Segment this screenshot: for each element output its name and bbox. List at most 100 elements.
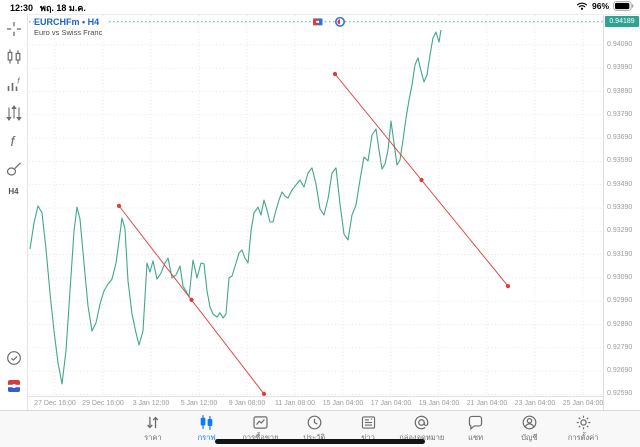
sidebar-item-chart-type[interactable] xyxy=(4,47,24,67)
time-tick-label: 27 Dec 16:00 xyxy=(34,400,76,407)
time-tick-label: 29 Dec 16:00 xyxy=(82,400,124,407)
trendline-2[interactable] xyxy=(332,71,511,289)
price-tick-label: 0.93090 xyxy=(607,273,633,281)
shape-icon xyxy=(6,162,21,176)
function-icon: f xyxy=(10,133,16,149)
trendline-handle[interactable] xyxy=(261,391,267,396)
price-tick-label: 0.93190 xyxy=(607,250,633,258)
updown-arrows-icon xyxy=(143,413,162,432)
trendline-handle[interactable] xyxy=(505,284,511,289)
news-icon xyxy=(359,413,378,432)
grid-lines xyxy=(29,15,603,396)
tab-label: บัญชี xyxy=(521,433,538,442)
tab-label: กล่องจดหมาย xyxy=(399,433,445,442)
calendar-flag-icon xyxy=(7,380,20,392)
price-tick-label: 0.93690 xyxy=(607,134,633,142)
sidebar-item-trading-status[interactable] xyxy=(4,348,24,368)
sidebar-item-shapes[interactable] xyxy=(4,159,24,179)
price-tick-label: 0.92790 xyxy=(607,343,633,351)
sidebar-top: f f H4 xyxy=(4,19,24,204)
symbol-title: EURCHFm • H4 xyxy=(34,17,100,27)
history-icon xyxy=(305,413,324,432)
svg-text:f: f xyxy=(17,77,20,86)
trendline-handle[interactable] xyxy=(419,177,424,183)
tab-label: ประวัติ xyxy=(303,433,326,442)
clock-check-icon xyxy=(6,351,21,365)
indicators-icon: f xyxy=(7,77,20,91)
chart-tool-sidebar: f f H4 xyxy=(0,14,28,410)
time-tick-label: 21 Jan 04:00 xyxy=(466,400,508,407)
sidebar-item-economic-calendar[interactable] xyxy=(4,376,24,396)
calendar-event-icon[interactable] xyxy=(334,16,345,27)
trendline-1[interactable] xyxy=(116,203,267,396)
time-tick-label: 15 Jan 04:00 xyxy=(322,400,364,407)
tab-accounts[interactable]: บัญชี xyxy=(502,413,556,444)
clock-text: 12:30 xyxy=(10,3,34,13)
tab-charts[interactable]: กราฟ xyxy=(180,413,234,444)
price-tick-label: 0.93590 xyxy=(607,157,633,165)
price-tick-label: 0.92590 xyxy=(607,390,633,398)
price-tick-label: 0.92990 xyxy=(607,297,633,305)
time-tick-label: 19 Jan 04:00 xyxy=(418,400,460,407)
tab-label: กราฟ xyxy=(197,433,216,442)
time-tick-label: 17 Jan 04:00 xyxy=(370,400,412,407)
tab-history[interactable]: ประวัติ xyxy=(287,413,341,444)
tab-label: ราคา xyxy=(144,433,162,442)
home-indicator[interactable] xyxy=(215,439,425,444)
at-icon xyxy=(412,413,431,432)
sidebar-item-functions[interactable]: f xyxy=(4,131,24,151)
time-tick-label: 23 Jan 04:00 xyxy=(514,400,556,407)
price-tick-label: 0.93990 xyxy=(607,64,633,72)
current-price-tag: 0.94189 xyxy=(605,16,639,28)
price-tick-label: 0.93290 xyxy=(607,227,633,235)
sidebar-item-timeframe[interactable]: H4 xyxy=(8,187,19,196)
price-tick-label: 0.92890 xyxy=(607,320,633,328)
tab-settings[interactable]: การตั้งค่า xyxy=(556,413,610,444)
arrows-vertical-icon xyxy=(5,105,22,121)
time-tick-label: 9 Jan 08:00 xyxy=(228,400,266,407)
price-tick-label: 0.93790 xyxy=(607,110,633,118)
battery-percent: 96% xyxy=(591,1,609,11)
time-tick-label: 25 Jan 04:00 xyxy=(562,400,603,407)
price-chart[interactable] xyxy=(29,15,603,396)
tab-label: ข่าว xyxy=(361,433,375,442)
price-tick-label: 0.94090 xyxy=(607,40,633,48)
price-tick-label: 0.93490 xyxy=(607,180,633,188)
chart-region: EURCHFm • H4 Euro vs Swiss Franc 0.94189… xyxy=(29,14,640,412)
candles-outline-icon xyxy=(7,49,20,64)
sidebar-bottom xyxy=(4,348,24,404)
tab-mailbox[interactable]: กล่องจดหมาย xyxy=(395,413,449,444)
series-line xyxy=(29,29,442,385)
trade-icon xyxy=(251,413,270,432)
trendline-handle[interactable] xyxy=(332,71,338,77)
sidebar-item-indicators[interactable]: f xyxy=(4,75,24,95)
account-icon xyxy=(520,413,539,432)
tab-label: การตั้งค่า xyxy=(567,433,599,442)
price-tick-label: 0.92690 xyxy=(607,367,633,375)
time-tick-label: 11 Jan 08:00 xyxy=(275,400,315,407)
date-text: พฤ. 18 ม.ค. xyxy=(40,3,86,13)
tab-label: แชท xyxy=(468,433,484,442)
chat-icon xyxy=(466,413,485,432)
sidebar-item-objects[interactable] xyxy=(4,103,24,123)
calendar-event-icon[interactable] xyxy=(313,18,323,26)
price-axis[interactable]: 0.94189 0.94090 0.93990 0.93890 0.93790 0.93… xyxy=(603,15,640,410)
tab-news[interactable]: ข่าว xyxy=(341,413,395,444)
trendline-handle[interactable] xyxy=(189,297,194,302)
time-axis[interactable]: 27 Dec 16:00 29 Dec 16:00 3 Jan 12:00 5 Jan… xyxy=(29,396,603,412)
sidebar-item-crosshair-tool[interactable] xyxy=(4,19,24,39)
tab-label: การซื้อขาย xyxy=(242,433,279,442)
symbol-description: Euro vs Swiss Franc xyxy=(34,28,103,37)
price-tick-label: 0.93890 xyxy=(607,87,633,95)
time-tick-label: 3 Jan 12:00 xyxy=(132,400,170,407)
chart-header: EURCHFm • H4 Euro vs Swiss Franc xyxy=(34,17,108,38)
tab-trade[interactable]: การซื้อขาย xyxy=(234,413,288,444)
battery-icon xyxy=(613,1,634,11)
price-tick-label: 0.93390 xyxy=(607,204,633,211)
trendline-handle[interactable] xyxy=(116,203,122,208)
candles-icon xyxy=(197,413,216,432)
tab-chat[interactable]: แชท xyxy=(449,413,503,444)
tab-quotes[interactable]: ราคา xyxy=(126,413,180,444)
tab-items: ราคา กราฟ การซื้อขาย ประวัติ ข่าว กล่องจดหมาย… xyxy=(126,413,610,444)
